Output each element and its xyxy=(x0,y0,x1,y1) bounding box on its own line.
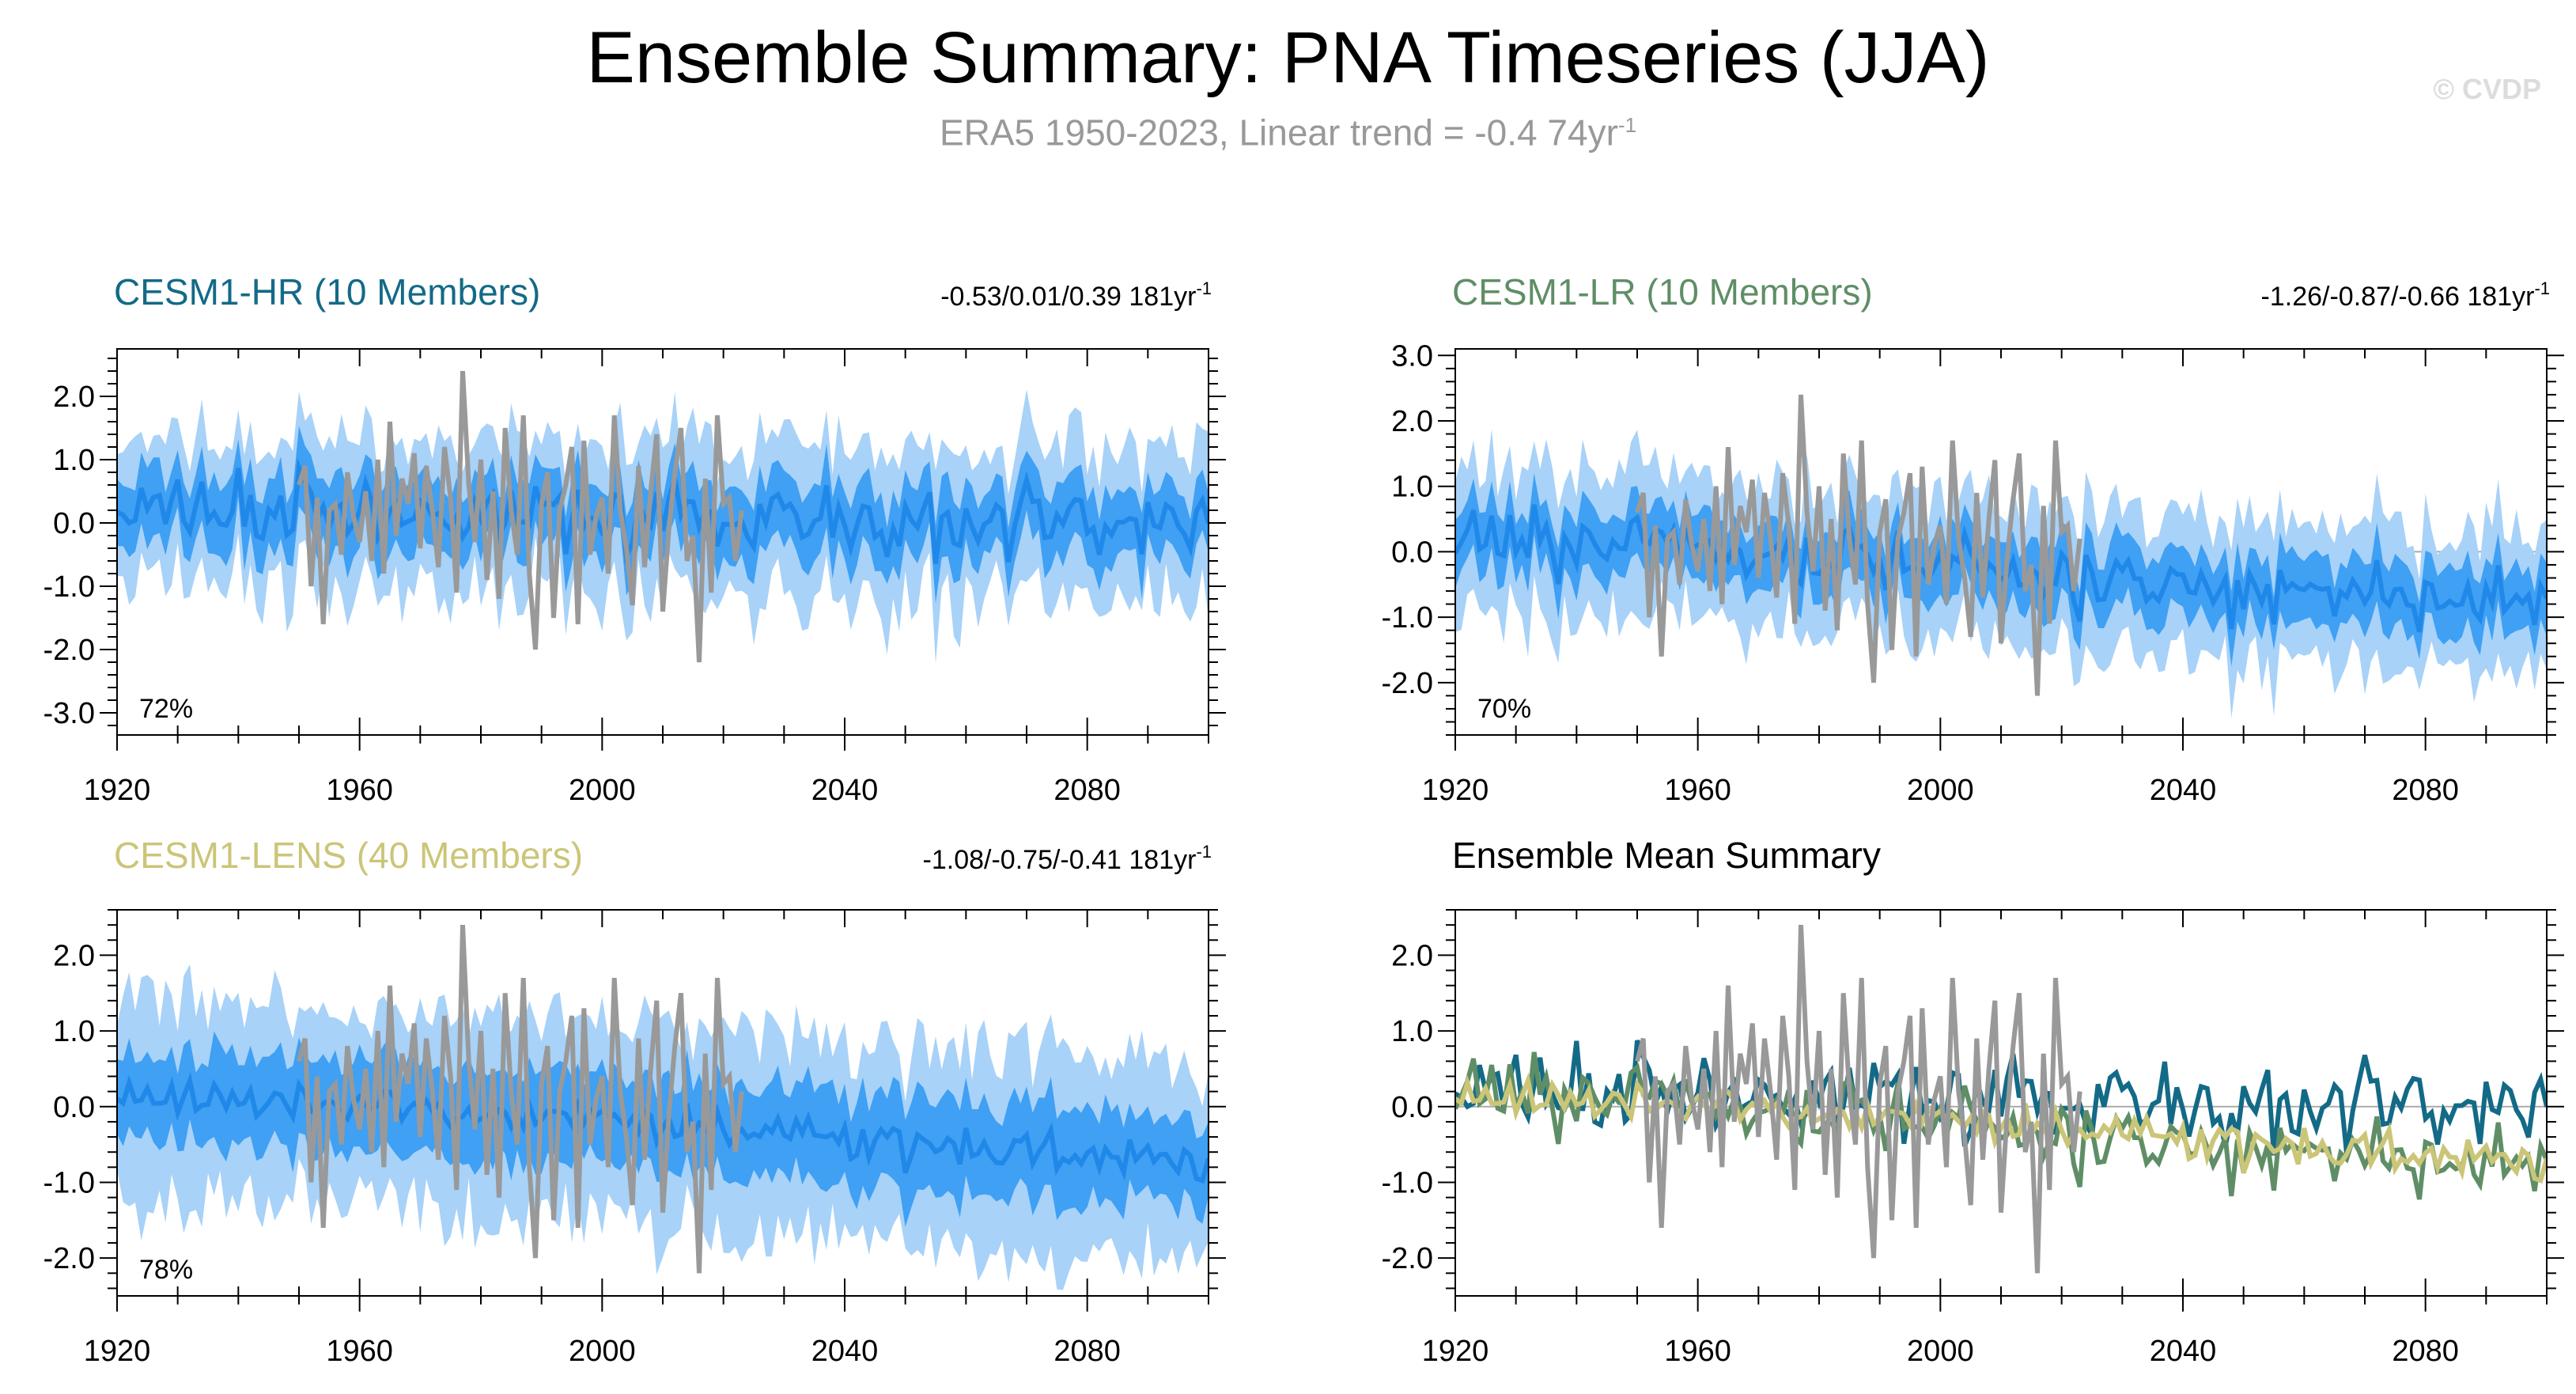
credit-watermark: © CVDP xyxy=(2433,73,2541,105)
x-tick-label: 2080 xyxy=(2392,1335,2459,1368)
y-tick-label: -2.0 xyxy=(44,634,95,667)
x-tick-label: 2040 xyxy=(811,774,879,807)
percent-label: 78% xyxy=(139,1255,193,1285)
y-tick-label: 3.0 xyxy=(1391,339,1433,373)
y-tick-label: -1.0 xyxy=(1382,601,1433,634)
y-tick-label: 1.0 xyxy=(1391,1015,1433,1048)
plot-area-lr xyxy=(1455,394,2547,718)
observations-line xyxy=(297,924,744,1274)
x-tick-label: 1920 xyxy=(1422,1335,1489,1368)
panel-hr: 1920 1960 2000 2040 2080 2.0 1.0 0.0 -1.0 -2.0 -3.… xyxy=(44,271,1226,807)
plot-area-summary xyxy=(1455,924,2547,1274)
panel-title: CESM1-LR (10 Members) xyxy=(1452,271,1873,313)
y-tick-label: 0.0 xyxy=(1391,536,1433,569)
x-tick-label: 2000 xyxy=(1907,1335,1974,1368)
panel-title: CESM1-HR (10 Members) xyxy=(114,271,540,313)
x-tick-label: 1920 xyxy=(84,774,151,807)
percent-label: 72% xyxy=(139,694,193,724)
ensemble-mean-line xyxy=(117,1071,1209,1184)
x-tick-label: 2080 xyxy=(2392,774,2459,807)
y-tick-label: 2.0 xyxy=(53,381,95,414)
y-tick-label: -1.0 xyxy=(1382,1166,1433,1199)
x-tick-label: 2080 xyxy=(1053,774,1121,807)
observations-line xyxy=(1635,924,2082,1274)
plot-area-lens xyxy=(117,924,1209,1290)
trend-label: -1.08/-0.75/-0.41 181yr-1 xyxy=(923,842,1212,875)
x-tick-label: 2040 xyxy=(2150,774,2217,807)
ensemble-mean-lens xyxy=(1455,1071,2547,1184)
panel-lr: 1920 1960 2000 2040 2080 3.0 2.0 1.0 0.0 -1.0 -2.0… xyxy=(1382,271,2564,807)
x-tick-label: 2040 xyxy=(811,1335,879,1368)
panel-title: Ensemble Mean Summary xyxy=(1452,835,1881,876)
observations-line xyxy=(297,370,744,663)
trend-label: -0.53/0.01/0.39 181yr-1 xyxy=(940,278,1212,312)
y-tick-label: 2.0 xyxy=(1391,405,1433,438)
x-tick-label: 1960 xyxy=(1664,774,1731,807)
subtitle: ERA5 1950-2023, Linear trend = -0.4 74yr… xyxy=(0,103,2576,154)
y-tick-label: 0.0 xyxy=(53,1091,95,1124)
y-tick-label: -2.0 xyxy=(1382,667,1433,700)
subtitle-superscript: -1 xyxy=(1617,113,1637,137)
x-tick-label: 2040 xyxy=(2150,1335,2217,1368)
x-tick-label: 2000 xyxy=(569,774,636,807)
y-tick-label: 2.0 xyxy=(53,939,95,972)
panel-summary: 1920 1960 2000 2040 2080 2.0 1.0 0.0 -1.0 -2.0 Ens… xyxy=(1382,835,2564,1368)
y-tick-label: -2.0 xyxy=(1382,1242,1433,1275)
main-title: Ensemble Summary: PNA Timeseries (JJA) xyxy=(586,17,1990,98)
x-tick-label: 1960 xyxy=(326,774,393,807)
ensemble-mean-hr xyxy=(1455,1040,2547,1156)
panel-title: CESM1-LENS (40 Members) xyxy=(114,835,583,876)
trend-label: -1.26/-0.87/-0.66 181yr-1 xyxy=(2261,278,2550,312)
subtitle-text: ERA5 1950-2023, Linear trend = -0.4 74yr xyxy=(939,112,1618,153)
x-tick-label: 2000 xyxy=(569,1335,636,1368)
y-tick-label: -2.0 xyxy=(44,1242,95,1275)
percent-label: 70% xyxy=(1477,694,1531,724)
ensemble-mean-line xyxy=(117,458,1209,566)
y-tick-label: 0.0 xyxy=(1391,1091,1433,1124)
x-tick-label: 1960 xyxy=(326,1335,393,1368)
y-tick-label: 1.0 xyxy=(1391,471,1433,504)
y-tick-label: 0.0 xyxy=(53,507,95,540)
observations-line xyxy=(1635,394,2082,696)
y-tick-label: -1.0 xyxy=(44,570,95,604)
y-tick-label: -1.0 xyxy=(44,1166,95,1199)
plot-area-hr xyxy=(117,370,1209,664)
y-tick-label: -3.0 xyxy=(44,697,95,730)
y-tick-label: 1.0 xyxy=(53,444,95,477)
x-tick-label: 1920 xyxy=(1422,774,1489,807)
x-tick-label: 1920 xyxy=(84,1335,151,1368)
x-tick-label: 2080 xyxy=(1053,1335,1121,1368)
panel-lens: 1920 1960 2000 2040 2080 2.0 1.0 0.0 -1.0 -2.0 CES… xyxy=(44,835,1226,1368)
y-tick-label: 2.0 xyxy=(1391,939,1433,972)
y-tick-label: 1.0 xyxy=(53,1015,95,1048)
x-tick-label: 2000 xyxy=(1907,774,1974,807)
x-tick-label: 1960 xyxy=(1664,1335,1731,1368)
